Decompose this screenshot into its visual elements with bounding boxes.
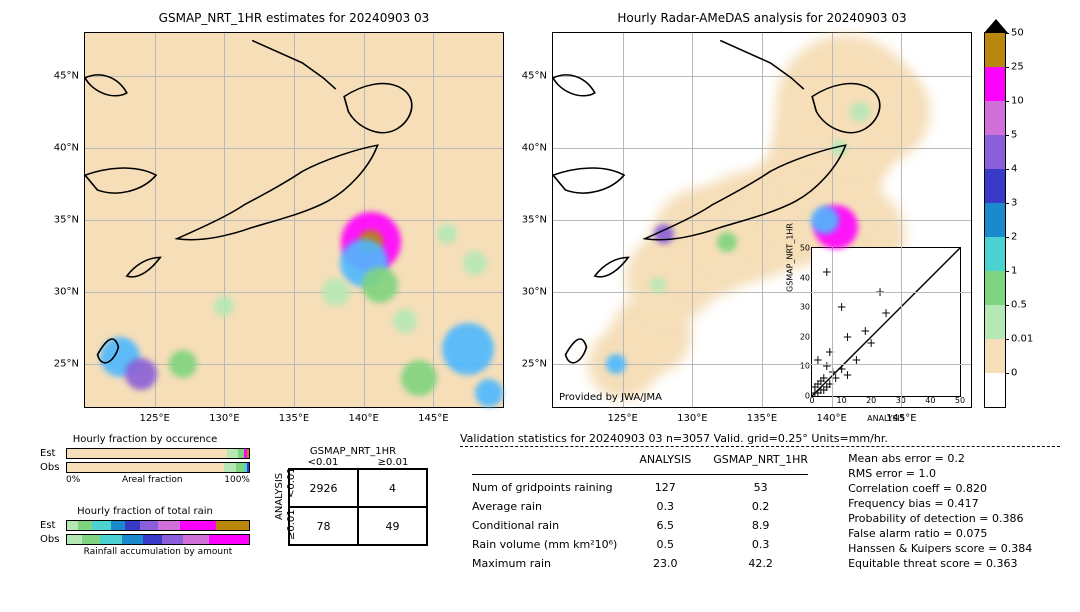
precip-blob — [831, 140, 847, 156]
metric-row: Frequency bias = 0.417 — [848, 496, 1032, 511]
fraction-total-rain: Hourly fraction of total rain EstObs Rai… — [40, 506, 250, 557]
precip-blob — [322, 278, 350, 306]
precip-blob — [650, 277, 666, 293]
scatter-point: + — [866, 339, 876, 347]
fraction-bar — [66, 534, 250, 545]
precip-blob — [606, 354, 626, 374]
contingency-table: GSMAP_NRT_1HR <0.01 ≥0.01 ANALYSIS <0.01… — [278, 446, 428, 546]
ctab-cell-10: 78 — [289, 507, 358, 545]
map-radar: Hourly Radar-AMeDAS analysis for 2024090… — [552, 32, 972, 408]
frac-occ-title: Hourly fraction by occurence — [40, 434, 250, 445]
validation-metrics: Mean abs error = 0.2RMS error = 1.0Corre… — [848, 451, 1032, 574]
ctab-cell-00: 2926 — [289, 469, 358, 507]
ctab-cell-01: 4 — [358, 469, 427, 507]
scatter-point: + — [837, 303, 847, 311]
scatter-point: + — [825, 348, 835, 356]
precip-blob — [463, 251, 487, 275]
frac-tot-title: Hourly fraction of total rain — [40, 506, 250, 517]
fraction-bar — [66, 462, 250, 473]
fraction-occurrence: Hourly fraction by occurence EstObs 0%Ar… — [40, 434, 250, 485]
metric-row: RMS error = 1.0 — [848, 466, 1032, 481]
scatter-inset: 0010102020303040405050++++++++++++++++++… — [811, 247, 961, 397]
validation-stats: Validation statistics for 20240903 03 n=… — [460, 432, 1060, 574]
scatter-point: + — [842, 371, 852, 379]
map-radar-title: Hourly Radar-AMeDAS analysis for 2024090… — [553, 11, 971, 25]
metric-row: Correlation coeff = 0.820 — [848, 481, 1032, 496]
precip-blob — [437, 224, 457, 244]
precip-blob — [393, 309, 417, 333]
fraction-bar — [66, 448, 250, 459]
map-gsmap-title: GSMAP_NRT_1HR estimates for 20240903 03 — [85, 11, 503, 25]
metric-row: Equitable threat score = 0.363 — [848, 556, 1032, 571]
precip-blob — [850, 102, 870, 122]
precip-blob — [362, 267, 398, 303]
validation-table: ANALYSISGSMAP_NRT_1HR Num of gridpoints … — [460, 451, 820, 574]
attribution: Provided by JWA/JMA — [559, 392, 662, 403]
precip-blob — [125, 358, 157, 390]
ctab-cell-11: 49 — [358, 507, 427, 545]
scatter-point: + — [842, 333, 852, 341]
precip-blob — [214, 296, 234, 316]
precip-blob — [442, 323, 494, 375]
precip-blob — [475, 379, 503, 407]
bottom-region: Hourly fraction by occurence EstObs 0%Ar… — [0, 428, 1080, 612]
precip-blob — [169, 350, 197, 378]
fraction-bar — [66, 520, 250, 531]
precip-blob — [811, 206, 839, 234]
metric-row: Hanssen & Kuipers score = 0.384 — [848, 541, 1032, 556]
precip-blob — [717, 232, 737, 252]
scatter-point: + — [881, 309, 891, 317]
scatter-point: + — [822, 268, 832, 276]
colorbar: 502510543210.50.010 — [984, 32, 1006, 408]
metric-row: False alarm ratio = 0.075 — [848, 526, 1032, 541]
metric-row: Probability of detection = 0.386 — [848, 511, 1032, 526]
map-gsmap: GSMAP_NRT_1HR estimates for 20240903 03 … — [84, 32, 504, 408]
precip-blob — [401, 360, 437, 396]
metric-row: Mean abs error = 0.2 — [848, 451, 1032, 466]
scatter-point: + — [860, 327, 870, 335]
